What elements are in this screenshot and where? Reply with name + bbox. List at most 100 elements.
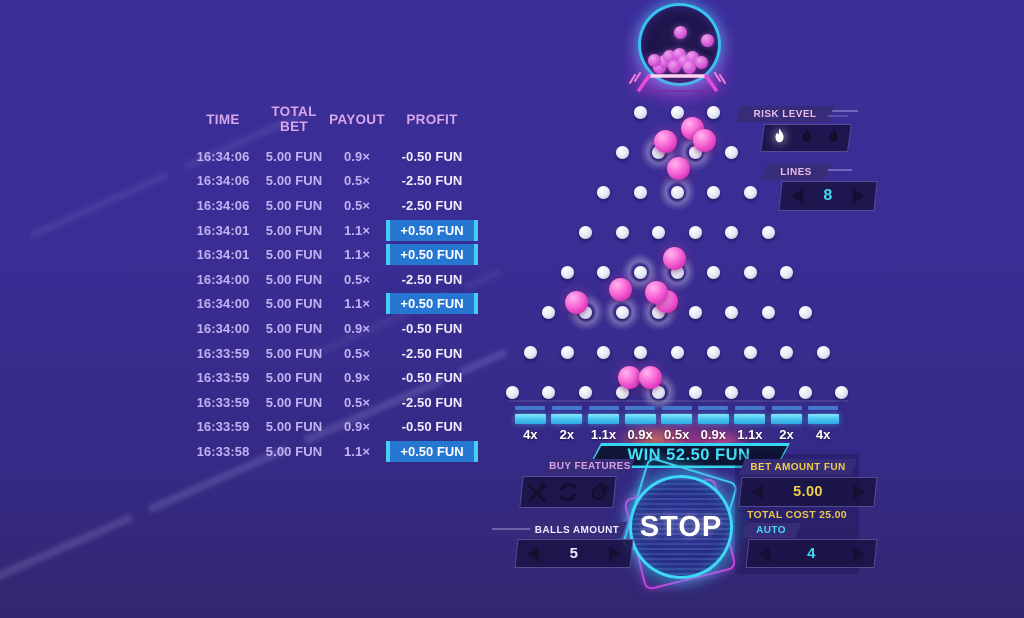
cell-payout: 1.1×: [343, 222, 371, 238]
slot-top-bar: [698, 406, 729, 410]
history-row: 16:34:06 5.00 FUN 0.9× -0.50 FUN: [186, 144, 478, 169]
dispenser-ball: [700, 33, 714, 47]
balls-amount-increase-button[interactable]: [609, 545, 621, 562]
slot-bucket-bar: [734, 414, 766, 424]
lines-stepper: 8: [780, 181, 876, 211]
spin-arrows-icon[interactable]: [556, 480, 580, 504]
history-rows: 16:34:06 5.00 FUN 0.9× -0.50 FUN 16:34:06 5.0…: [186, 144, 478, 464]
peg: [725, 145, 739, 159]
flame-icon[interactable]: [771, 127, 788, 149]
history-row: 16:33:59 5.00 FUN 0.9× -0.50 FUN: [186, 365, 478, 390]
cell-payout: 0.9×: [343, 148, 371, 164]
peg: [579, 225, 592, 239]
balls-amount-decrease-button[interactable]: [527, 545, 539, 562]
slot-bucket-bar: [697, 414, 729, 424]
multiplier-slot: 0.9x: [622, 406, 658, 442]
cell-time: 16:34:01: [196, 222, 250, 238]
peg: [707, 105, 721, 119]
peg: [670, 185, 684, 199]
lines-decrease-button[interactable]: [791, 188, 803, 204]
peg: [743, 265, 757, 279]
auto-decrease-button[interactable]: [758, 545, 770, 562]
cell-time: 16:34:00: [196, 271, 250, 287]
buy-features-label: BUY FEATURES: [549, 461, 631, 472]
cell-payout: 0.5×: [343, 345, 371, 361]
slot-bucket-bar: [514, 414, 546, 424]
bet-increase-button[interactable]: [852, 484, 865, 500]
board-divider: [508, 400, 848, 402]
lines-label: LINES: [764, 164, 828, 180]
cell-time: 16:34:00: [196, 296, 250, 312]
balls-amount-stepper: 5: [516, 539, 632, 568]
history-row: 16:33:58 5.00 FUN 1.1× +0.50 FUN: [186, 439, 478, 464]
bet-decrease-button[interactable]: [751, 484, 763, 500]
peg: [762, 225, 775, 239]
cell-total-bet: 5.00 FUN: [265, 148, 323, 164]
peg: [725, 305, 739, 319]
peg: [780, 265, 794, 279]
slot-multiplier-label: 1.1x: [737, 427, 763, 442]
cell-profit: -2.50 FUN: [401, 345, 463, 361]
cell-time: 16:34:06: [196, 197, 250, 213]
cell-profit: +0.50 FUN: [386, 219, 478, 241]
cell-profit: +0.50 FUN: [386, 244, 478, 266]
cell-total-bet: 5.00 FUN: [265, 345, 323, 361]
slot-top-bar: [515, 406, 546, 410]
cell-profit: -0.50 FUN: [401, 148, 463, 164]
decor-line: [828, 169, 852, 171]
slot-top-bar: [625, 406, 656, 410]
dispenser-ball: [667, 59, 681, 73]
slot-multiplier-label: 0.5x: [664, 427, 690, 442]
peg: [597, 345, 611, 359]
bet-amount-label: BET AMOUNT FUN: [742, 459, 854, 475]
lines-increase-button[interactable]: [853, 188, 865, 204]
plinko-ball: [644, 280, 668, 304]
cell-profit: -0.50 FUN: [401, 419, 463, 435]
bonus-target-icon[interactable]: [587, 480, 611, 504]
stop-button[interactable]: STOP: [629, 475, 733, 579]
multiplier-slot: 2x: [549, 406, 585, 442]
peg: [835, 385, 849, 399]
peg: [798, 305, 812, 319]
multiplier-slot: 1.1x: [586, 406, 622, 442]
peg: [633, 105, 647, 119]
peg: [560, 265, 574, 279]
peg: [633, 265, 647, 279]
cell-profit: -0.50 FUN: [401, 370, 463, 386]
flame-icon[interactable]: [798, 127, 815, 149]
cell-time: 16:33:59: [196, 394, 250, 410]
profit-win-badge: +0.50 FUN: [386, 219, 478, 241]
auto-increase-button[interactable]: [853, 545, 865, 562]
history-table: TIME TOTAL BET PAYOUT PROFIT 16:34:06 5.0…: [186, 104, 478, 464]
cell-total-bet: 5.00 FUN: [265, 370, 323, 386]
peg: [762, 305, 775, 319]
auto-value: 4: [807, 545, 816, 562]
peg: [707, 265, 721, 279]
flame-icon[interactable]: [825, 127, 842, 149]
cell-profit: -0.50 FUN: [401, 320, 463, 336]
slot-top-bar: [734, 406, 765, 410]
crossed-tools-icon[interactable]: [525, 480, 549, 504]
slot-top-bar: [661, 406, 692, 410]
slot-top-bar: [771, 406, 802, 410]
cell-total-bet: 5.00 FUN: [265, 271, 323, 287]
cell-time: 16:33:58: [196, 443, 250, 459]
bet-amount-stepper: 5.00: [740, 477, 876, 507]
plinko-ball: [608, 277, 632, 301]
peg: [597, 185, 611, 199]
cell-profit: -2.50 FUN: [401, 394, 463, 410]
peg: [670, 345, 684, 359]
slot-multiplier-label: 1.1x: [590, 427, 617, 442]
cell-time: 16:34:06: [196, 173, 250, 189]
history-row: 16:34:00 5.00 FUN 0.5× -2.50 FUN: [186, 267, 478, 292]
peg: [798, 385, 812, 399]
history-row: 16:34:00 5.00 FUN 1.1× +0.50 FUN: [186, 292, 478, 317]
slot-bucket-bar: [588, 414, 619, 424]
cell-payout: 0.5×: [343, 271, 371, 287]
dispenser-ball: [647, 53, 661, 67]
multiplier-slot: 1.1x: [732, 406, 768, 442]
history-row: 16:33:59 5.00 FUN 0.9× -0.50 FUN: [186, 415, 478, 440]
peg: [762, 385, 775, 399]
peg: [615, 385, 629, 399]
